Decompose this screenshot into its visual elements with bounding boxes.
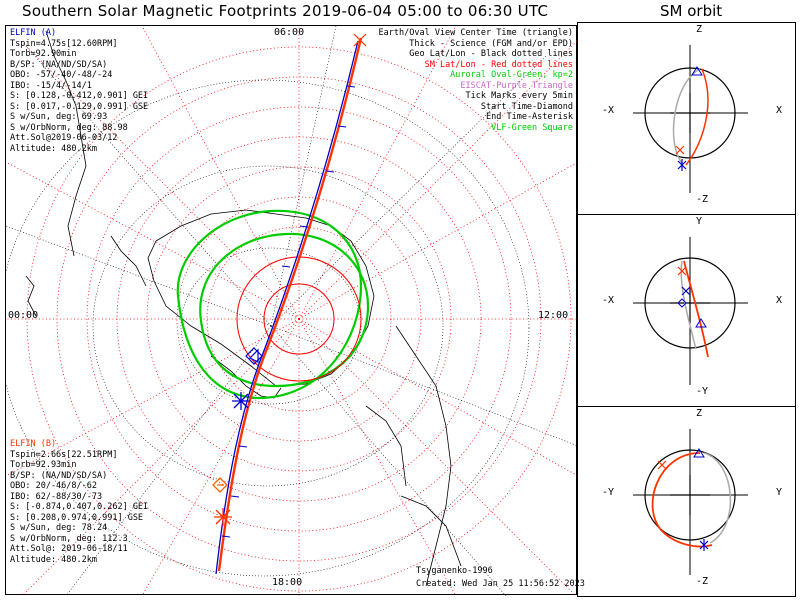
- legend-item: Start Time-Diamond: [480, 101, 573, 112]
- elfin-b-line: S w/OrbNorm, deg: 112.3: [10, 533, 128, 544]
- elfin-b-line: Att.Sol@: 2019-06-18/11: [10, 544, 128, 554]
- footprint-map: [6, 26, 578, 596]
- legend-item: End Time-Asterisk: [486, 112, 573, 122]
- clock-label-12: 12:00: [538, 310, 569, 321]
- elfin-a-line: S w/OrbNorm, deg: 88.98: [10, 122, 128, 133]
- axis-label-bottom: -Z: [696, 194, 709, 205]
- clock-label-00: 00:00: [8, 310, 39, 321]
- legend-item: Thick - Science (FGM and/or EPD): [409, 38, 573, 49]
- elfin-b-line: S: [-0.874,0.407,0.262] GEI: [10, 502, 149, 512]
- orbit-plot-xy: [633, 237, 748, 385]
- orbit-panel-yz: Z -Z -Y Y: [577, 406, 796, 597]
- elfin-b-line: B/SP: (NA/ND/SD/SA): [10, 470, 108, 481]
- axis-label-bottom: -Z: [696, 576, 709, 587]
- orbit-panel-title: SM orbit: [660, 2, 723, 20]
- legend-item: EISCAT-Purple Triangle: [460, 80, 573, 91]
- axis-label-top: Z: [696, 24, 703, 35]
- elfin-a-line: B/SP: (NA/ND/SD/SA): [10, 59, 108, 70]
- axis-label-right: X: [776, 105, 783, 116]
- legend-item: VLF-Green Square: [491, 122, 573, 133]
- elfin-b-line: IBO: 62/-88/30/-73: [10, 491, 103, 502]
- elfin-b-line: S w/Sun, deg: 78.24: [10, 523, 108, 533]
- axis-label-right: X: [776, 295, 783, 306]
- axis-label-right: Y: [776, 487, 783, 498]
- axis-label-left: -Y: [602, 487, 615, 498]
- elfin-a-name: ELFIN (A): [10, 28, 57, 38]
- elfin-a-line: IBO: -15/4/-14/1: [10, 80, 92, 91]
- clock-label-06: 06:00: [274, 27, 305, 38]
- orbit-plot-xz: [633, 45, 748, 193]
- elfin-a-line: S w/Sun, deg: 69.93: [10, 112, 108, 122]
- axis-label-top: Y: [696, 216, 703, 227]
- elfin-a-line: Att.Sol@2019-06-03/12: [10, 133, 118, 143]
- elfin-a-track: [215, 40, 359, 575]
- created-timestamp: Created: Wed Jan 25 11:56:52 2023: [416, 579, 585, 589]
- axis-label-bottom: -Y: [696, 386, 709, 397]
- legend-item: Auroral Oval-Green, kp=2: [450, 70, 573, 80]
- elfin-a-info: ELFIN (A) Tspin=4.75s[12.60RPM] Torb=92.…: [10, 28, 148, 154]
- legend: Earth/Oval View Center Time (triangle) T…: [379, 28, 573, 133]
- elfin-b-track: [217, 37, 363, 572]
- track-start-marker: [353, 33, 367, 47]
- elfin-b-line: S: [0.208,0.974,0.991] GSE: [10, 512, 144, 523]
- plot-title: Southern Solar Magnetic Footprints 2019-…: [22, 2, 549, 20]
- elfin-b-info: ELFIN (B) Tspin=2.66s[22.51RPM] Torb=92.…: [10, 439, 148, 565]
- elfin-a-line: Torb=92.90min: [10, 49, 77, 59]
- elfin-a-line: Altitude: 480.2km: [10, 143, 97, 154]
- elfin-a-line: Tspin=4.75s[12.60RPM]: [10, 38, 118, 49]
- legend-item: Earth/Oval View Center Time (triangle): [378, 28, 573, 38]
- elfin-a-line: OBO: -57/-40/-48/-24: [10, 70, 113, 80]
- track-tick-marks: [221, 85, 356, 538]
- axis-label-left: -X: [602, 105, 615, 116]
- model-credit: Tsyganenko-1996: [416, 566, 493, 576]
- clock-label-18: 18:00: [272, 577, 303, 588]
- elfin-b-start-diamond: [212, 477, 228, 493]
- elfin-b-line: Altitude: 480.2km: [10, 554, 97, 565]
- elfin-a-end-asterisk: [232, 392, 250, 410]
- legend-item: SM Lat/Lon - Red dotted lines: [424, 59, 573, 70]
- elfin-a-line: S: [0.017,-0.129,0.991] GSE: [10, 101, 149, 112]
- axis-label-top: Z: [696, 408, 703, 419]
- footprint-map-frame: 06:00 00:00 12:00 18:00 ELFIN (A) Tspin=…: [5, 25, 585, 596]
- elfin-b-line: Tspin=2.66s[22.51RPM]: [10, 449, 118, 460]
- geo-grid: [6, 26, 578, 596]
- elfin-b-name: ELFIN (B): [10, 439, 57, 449]
- elfin-b-line: Torb=92.93min: [10, 460, 77, 470]
- legend-item: Geo Lat/Lon - Black dotted lines: [409, 49, 573, 59]
- orbit-panel-xz: Z -Z -X X: [577, 22, 796, 215]
- view-center-triangle: [245, 347, 263, 365]
- auroral-oval: [176, 209, 370, 400]
- elfin-a-line: S: [0.128,-0.412,0.901] GEI: [10, 91, 149, 101]
- elfin-b-end-asterisk: [214, 508, 232, 526]
- axis-label-left: -X: [602, 295, 615, 306]
- legend-item: Tick Marks every 5min: [465, 91, 573, 101]
- orbit-plot-yz: [633, 429, 748, 575]
- elfin-b-line: OBO: 20/-46/8/-62: [10, 481, 97, 491]
- orbit-panel-xy: Y -Y -X X: [577, 214, 796, 407]
